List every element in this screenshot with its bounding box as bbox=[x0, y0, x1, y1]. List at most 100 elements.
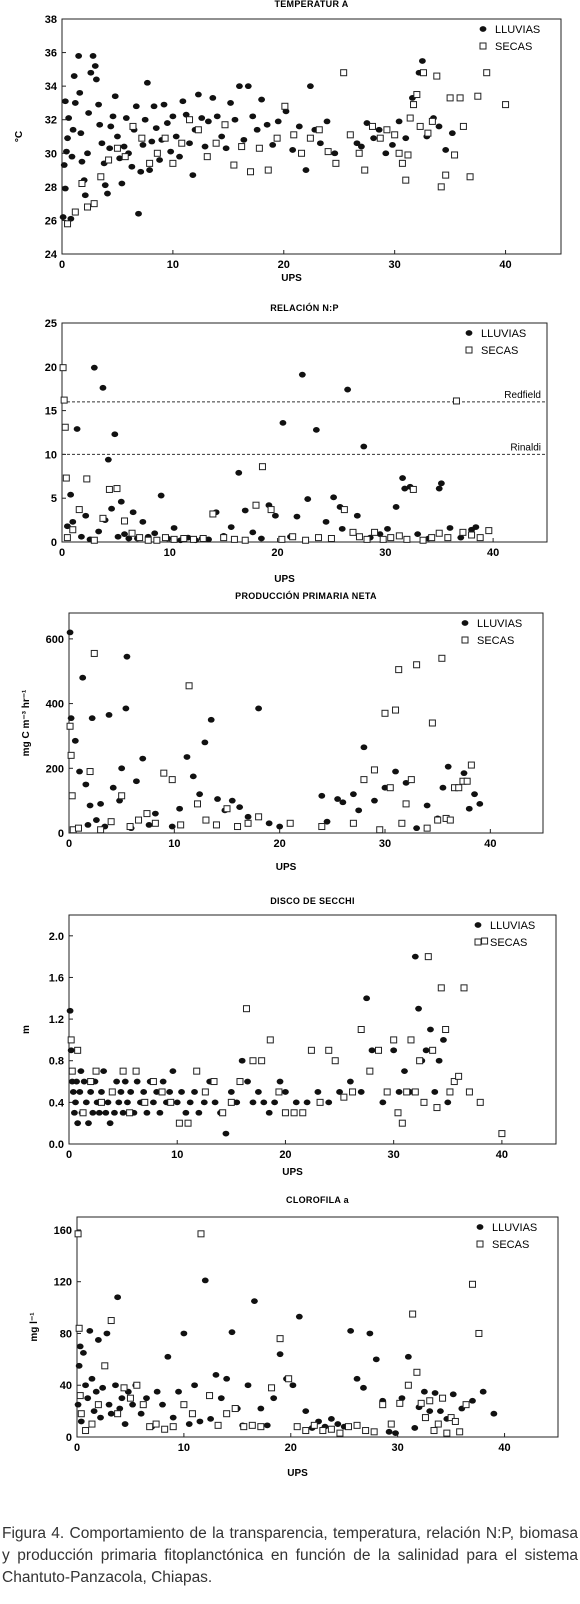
data-point bbox=[87, 1089, 95, 1095]
data-point bbox=[263, 1422, 271, 1429]
data-point bbox=[146, 167, 154, 173]
x-tick-label: 30 bbox=[379, 838, 391, 850]
data-point bbox=[411, 1088, 419, 1096]
data-point bbox=[161, 1425, 169, 1433]
legend-marker-lluvias bbox=[476, 1224, 484, 1230]
data-point bbox=[82, 1099, 90, 1106]
data-point bbox=[99, 1384, 107, 1391]
data-point bbox=[76, 1392, 84, 1400]
x-tick-label: 30 bbox=[379, 547, 391, 559]
data-point bbox=[129, 122, 137, 130]
y-tick-label: 2.0 bbox=[49, 931, 64, 943]
data-point bbox=[381, 709, 389, 717]
data-point bbox=[476, 1098, 484, 1106]
x-tick-label: 10 bbox=[164, 547, 176, 559]
data-point bbox=[94, 1337, 102, 1343]
data-point bbox=[371, 797, 378, 804]
data-point bbox=[79, 674, 87, 681]
data-point bbox=[123, 653, 131, 660]
data-point bbox=[238, 143, 246, 151]
data-point bbox=[392, 768, 399, 775]
data-point bbox=[459, 122, 467, 130]
data-point bbox=[98, 1089, 105, 1095]
data-point bbox=[204, 118, 212, 125]
data-point bbox=[221, 121, 229, 129]
x-tick-label: 0 bbox=[66, 1149, 72, 1161]
data-point bbox=[346, 1078, 354, 1085]
data-point bbox=[398, 819, 406, 827]
x-tick-label: 40 bbox=[499, 259, 511, 271]
data-point bbox=[276, 1335, 284, 1343]
data-point bbox=[189, 773, 197, 780]
data-point bbox=[357, 1089, 365, 1095]
data-point bbox=[426, 1408, 434, 1415]
data-point bbox=[137, 168, 145, 175]
data-point bbox=[456, 94, 464, 102]
data-point bbox=[90, 649, 98, 657]
data-point bbox=[363, 995, 371, 1002]
data-point bbox=[249, 529, 257, 536]
data-point bbox=[95, 101, 102, 108]
data-point bbox=[249, 1057, 257, 1065]
data-point bbox=[126, 1394, 134, 1402]
data-point bbox=[292, 1099, 300, 1106]
data-point bbox=[233, 1099, 241, 1106]
y-tick-label: 20 bbox=[45, 362, 57, 374]
data-point bbox=[118, 765, 126, 772]
data-point bbox=[129, 1401, 136, 1408]
data-point bbox=[349, 1088, 357, 1096]
data-point bbox=[74, 1401, 82, 1408]
data-point bbox=[336, 1429, 344, 1437]
panel-1: TEMPERATUR A 24 26 28 30 32 34 36 38 0 10 20 30 40 UPS… bbox=[14, 0, 562, 284]
data-point bbox=[438, 654, 446, 662]
data-point bbox=[334, 796, 341, 802]
data-point bbox=[327, 1415, 335, 1422]
data-point bbox=[178, 139, 186, 147]
data-point bbox=[463, 777, 471, 785]
data-point bbox=[114, 133, 121, 140]
data-point bbox=[240, 136, 248, 143]
data-point bbox=[135, 210, 142, 217]
data-point bbox=[211, 1099, 219, 1106]
data-point bbox=[114, 1294, 122, 1301]
data-point bbox=[89, 1109, 97, 1116]
data-point bbox=[168, 776, 176, 784]
data-point bbox=[153, 536, 161, 544]
data-point bbox=[212, 139, 220, 147]
data-point bbox=[61, 423, 69, 431]
data-point bbox=[67, 491, 75, 498]
data-point bbox=[407, 776, 415, 784]
data-point bbox=[132, 103, 140, 110]
data-point bbox=[306, 134, 314, 142]
legend: LLUVIAS SECAS bbox=[479, 24, 540, 53]
data-point bbox=[223, 1410, 231, 1418]
legend-label-secas: SECAS bbox=[490, 937, 527, 949]
data-point bbox=[444, 763, 452, 770]
data-point bbox=[77, 1410, 85, 1418]
data-point bbox=[446, 816, 454, 824]
data-point bbox=[122, 115, 130, 121]
data-point bbox=[114, 1410, 122, 1418]
data-point bbox=[413, 661, 421, 669]
data-point bbox=[186, 140, 193, 147]
data-point bbox=[433, 72, 441, 80]
data-point bbox=[60, 162, 68, 168]
data-point bbox=[143, 810, 151, 818]
data-point bbox=[207, 716, 215, 723]
data-point bbox=[281, 102, 289, 110]
data-point bbox=[451, 1417, 459, 1425]
data-point bbox=[340, 1093, 348, 1101]
data-point bbox=[276, 1351, 284, 1358]
data-point bbox=[368, 122, 376, 130]
data-point bbox=[249, 1099, 257, 1106]
data-point bbox=[440, 1037, 447, 1043]
data-point bbox=[76, 768, 83, 775]
y-tick-label: 26 bbox=[45, 215, 57, 227]
data-point bbox=[189, 172, 197, 179]
data-point bbox=[460, 984, 468, 992]
data-point bbox=[95, 528, 103, 535]
data-point bbox=[97, 1098, 105, 1106]
data-point bbox=[231, 1405, 239, 1413]
data-point bbox=[179, 98, 187, 105]
